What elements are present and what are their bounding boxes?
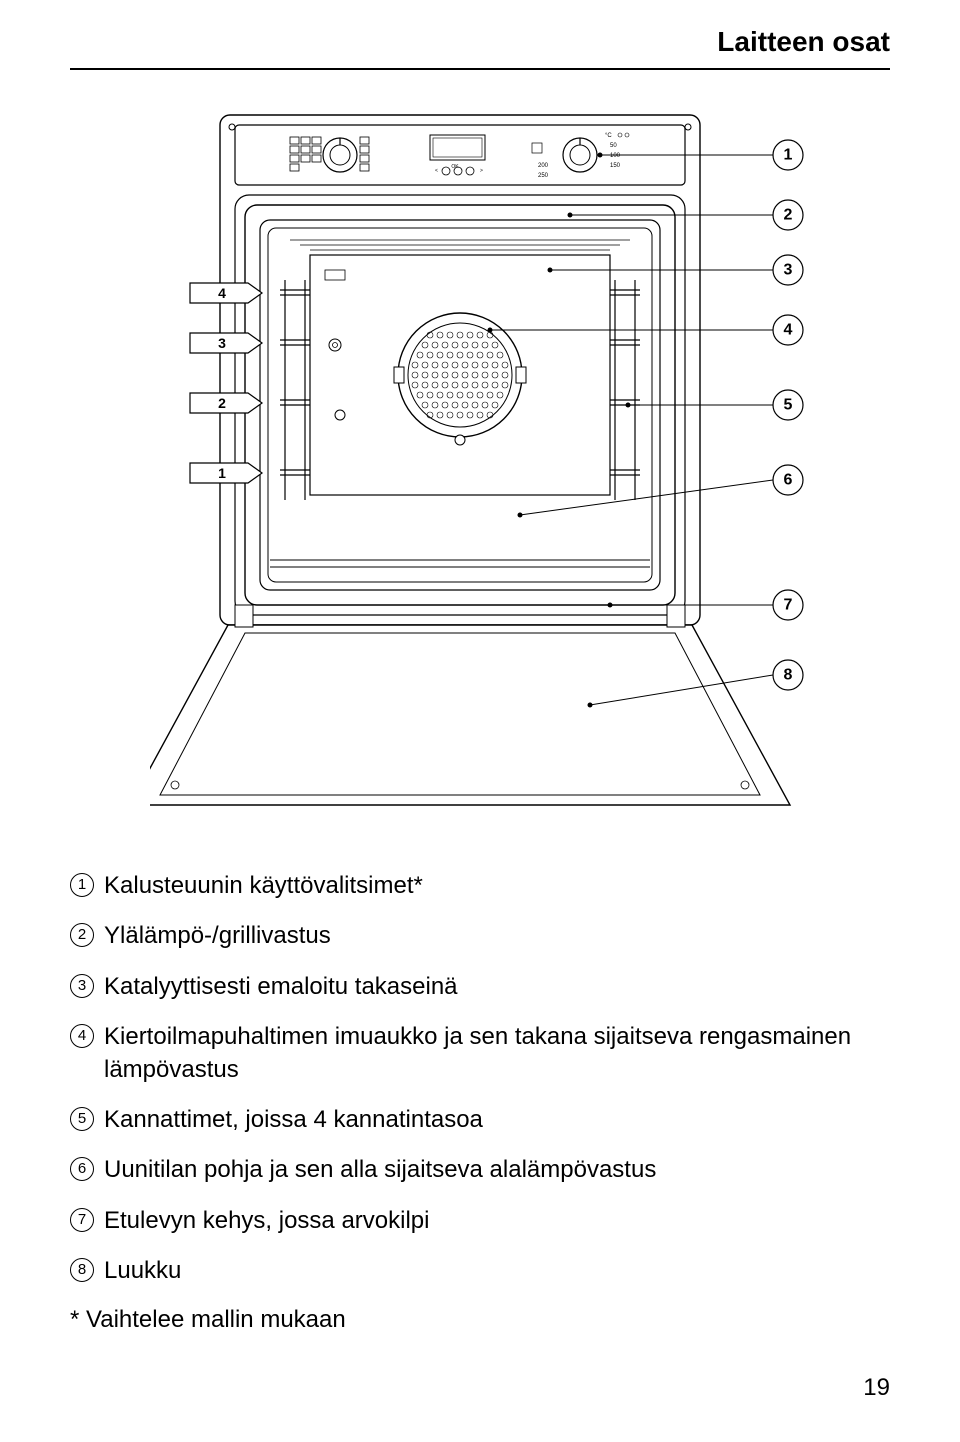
list-item: 8 Luukku: [70, 1255, 890, 1287]
page-number: 19: [863, 1374, 890, 1402]
rack-label: 4: [218, 285, 226, 301]
list-item: 3 Katalyyttisesti emaloitu takaseinä: [70, 971, 890, 1003]
item-marker: 2: [70, 923, 94, 947]
callout-num: 1: [784, 147, 793, 164]
item-marker: 5: [70, 1107, 94, 1131]
list-item: 4 Kiertoilmapuhaltimen imuaukko ja sen t…: [70, 1021, 890, 1086]
item-marker: 6: [70, 1157, 94, 1181]
item-text: Katalyyttisesti emaloitu takaseinä: [104, 971, 890, 1003]
rack-label: 1: [218, 465, 226, 481]
list-item: 2 Ylälämpö-/grillivastus: [70, 920, 890, 952]
rack-label: 3: [218, 335, 226, 351]
footnote: * Vaihtelee mallin mukaan: [70, 1306, 890, 1334]
list-item: 5 Kannattimet, joissa 4 kannatintasoa: [70, 1104, 890, 1136]
item-text: Kalusteuunin käyttövalitsimet*: [104, 870, 890, 902]
list-item: 6 Uunitilan pohja ja sen alla sijaitseva…: [70, 1154, 890, 1186]
callout-num: 5: [784, 397, 793, 414]
callout-num: 8: [784, 667, 793, 684]
callout-num: 3: [784, 262, 793, 279]
item-text: Uunitilan pohja ja sen alla sijaitseva a…: [104, 1154, 890, 1186]
item-marker: 1: [70, 873, 94, 897]
temp-label: 250: [538, 173, 549, 179]
callout-num: 7: [784, 597, 793, 614]
callout-num: 4: [784, 322, 793, 339]
item-text: Etulevyn kehys, jossa arvokilpi: [104, 1205, 890, 1237]
item-marker: 7: [70, 1208, 94, 1232]
header-rule: [70, 68, 890, 70]
parts-list: 1 Kalusteuunin käyttövalitsimet* 2 Ylälä…: [70, 870, 890, 1334]
item-marker: 8: [70, 1258, 94, 1282]
list-item: 1 Kalusteuunin käyttövalitsimet*: [70, 870, 890, 902]
temp-label: 100: [610, 153, 621, 159]
svg-text:<: <: [435, 168, 438, 174]
oven-diagram: < OK > °C 50 100 150 200 250: [150, 105, 810, 835]
callout-num: 2: [784, 207, 793, 224]
svg-text:>: >: [480, 168, 483, 174]
temp-label: 200: [538, 163, 549, 169]
item-text: Kiertoilmapuhaltimen imuaukko ja sen tak…: [104, 1021, 890, 1086]
item-marker: 4: [70, 1024, 94, 1048]
item-text: Luukku: [104, 1255, 890, 1287]
temp-label: °C: [605, 133, 612, 139]
temp-label: 150: [610, 163, 621, 169]
item-marker: 3: [70, 974, 94, 998]
list-item: 7 Etulevyn kehys, jossa arvokilpi: [70, 1205, 890, 1237]
page-title: Laitteen osat: [717, 26, 890, 58]
item-text: Ylälämpö-/grillivastus: [104, 920, 890, 952]
temp-label: 50: [610, 143, 617, 149]
callout-num: 6: [784, 472, 793, 489]
item-text: Kannattimet, joissa 4 kannatintasoa: [104, 1104, 890, 1136]
rack-label: 2: [218, 395, 226, 411]
